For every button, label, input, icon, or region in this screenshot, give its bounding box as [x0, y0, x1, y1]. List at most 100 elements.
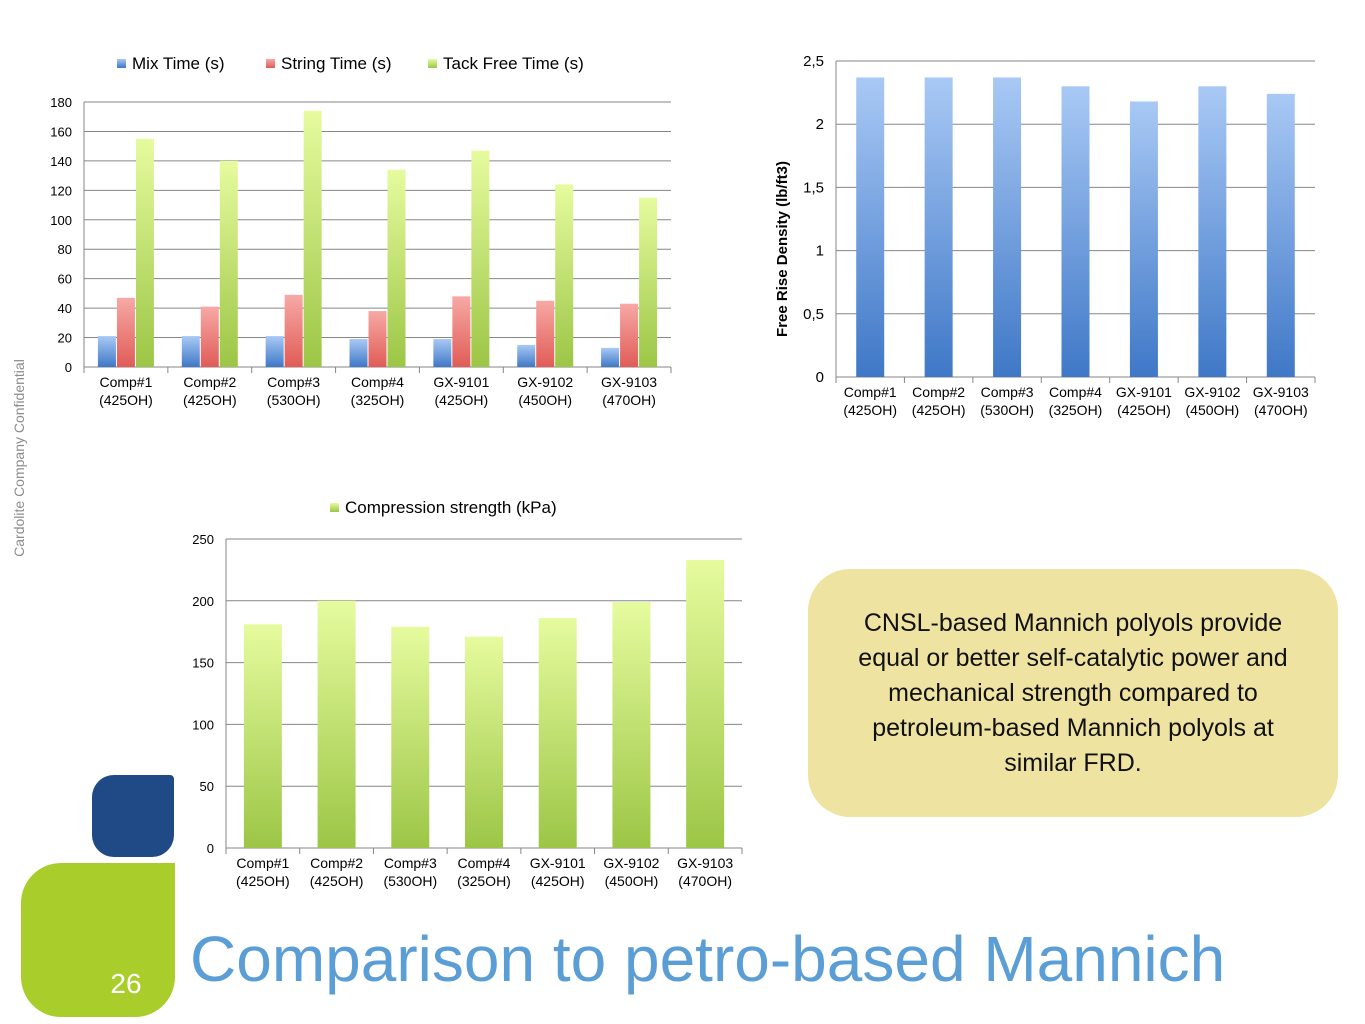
- bar-string-time-s: [116, 297, 135, 367]
- bar-mix-time-s: [265, 336, 284, 367]
- bar-compression-strength-kpa: [465, 636, 503, 848]
- category-label: (425OH): [912, 402, 966, 418]
- legend-swatch: [330, 503, 339, 512]
- category-label: (325OH): [351, 392, 405, 408]
- legend-label: Tack Free Time (s): [443, 54, 584, 73]
- y-tick-label: 0: [207, 841, 214, 856]
- category-label: (425OH): [435, 392, 489, 408]
- category-label: (425OH): [310, 873, 364, 889]
- bar-free-rise-density: [856, 77, 885, 377]
- bar-free-rise-density: [1198, 86, 1227, 377]
- timing-chart: 0 20 40 60 80 100 120 140 160 180 Comp#1 (425OH) Com…: [50, 54, 672, 408]
- bar-free-rise-density: [924, 77, 953, 377]
- category-label: GX-9101: [1116, 384, 1172, 400]
- y-tick-label: 2: [816, 116, 824, 133]
- category-label: Comp#2: [310, 855, 363, 871]
- category-label: (470OH): [602, 392, 656, 408]
- category-label: (450OH): [518, 392, 572, 408]
- bar-tack-free-time-s: [135, 138, 154, 367]
- y-tick-label: 50: [200, 779, 214, 794]
- y-tick-label: 180: [50, 95, 72, 110]
- category-label: Comp#1: [99, 374, 152, 390]
- bar-mix-time-s: [433, 339, 452, 367]
- compression-chart: 0 50 100 150 200 250 Comp#1 (425OH) Comp#2 (425OH…: [192, 498, 743, 889]
- y-tick-label: 120: [50, 183, 72, 198]
- bar-compression-strength-kpa: [612, 602, 651, 848]
- y-tick-label: 2,5: [803, 53, 824, 70]
- category-label: Comp#3: [267, 374, 320, 390]
- legend-swatch: [117, 59, 126, 68]
- bar-tack-free-time-s: [387, 169, 406, 367]
- bar-string-time-s: [620, 303, 639, 367]
- y-tick-label: 60: [58, 272, 72, 287]
- conclusion-callout: CNSL-based Mannich polyols provide equal…: [808, 569, 1338, 817]
- y-axis-title: Free Rise Density (lb/ft3): [774, 161, 791, 337]
- category-label: GX-9102: [603, 855, 659, 871]
- category-label: (425OH): [843, 402, 897, 418]
- category-label: Comp#4: [351, 374, 404, 390]
- category-label: GX-9101: [433, 374, 489, 390]
- bar-compression-strength-kpa: [317, 600, 356, 848]
- slide-title: Comparison to petro-based Mannich: [190, 923, 1226, 995]
- category-label: GX-9102: [517, 374, 573, 390]
- category-label: (530OH): [980, 402, 1034, 418]
- legend-label: String Time (s): [281, 54, 392, 73]
- category-label: Comp#3: [981, 384, 1034, 400]
- y-tick-label: 20: [58, 331, 72, 346]
- bar-string-time-s: [536, 300, 555, 367]
- category-label: (425OH): [1117, 402, 1171, 418]
- y-tick-label: 140: [50, 154, 72, 169]
- bar-compression-strength-kpa: [391, 626, 430, 848]
- bar-free-rise-density: [993, 77, 1022, 377]
- bar-tack-free-time-s: [303, 110, 322, 367]
- category-label: GX-9101: [530, 855, 586, 871]
- decorative-green-square: [21, 863, 175, 1017]
- category-label: Comp#1: [844, 384, 897, 400]
- y-tick-label: 80: [58, 242, 72, 257]
- category-label: (530OH): [383, 873, 437, 889]
- bar-tack-free-time-s: [471, 150, 490, 367]
- category-label: Comp#1: [236, 855, 289, 871]
- confidential-label: Cardolite Company Confidential: [11, 359, 27, 557]
- legend-label: Compression strength (kPa): [345, 498, 557, 517]
- category-label: (325OH): [1049, 402, 1103, 418]
- y-tick-label: 0: [65, 360, 72, 375]
- y-tick-label: 40: [58, 301, 72, 316]
- y-tick-label: 1,5: [803, 179, 824, 196]
- y-tick-label: 200: [192, 594, 214, 609]
- bar-compression-strength-kpa: [243, 624, 282, 848]
- bar-mix-time-s: [97, 336, 116, 367]
- category-label: Comp#4: [1049, 384, 1102, 400]
- bar-free-rise-density: [1266, 93, 1295, 377]
- decorative-blue-square: [92, 775, 174, 857]
- category-label: Comp#3: [384, 855, 437, 871]
- bar-compression-strength-kpa: [538, 618, 577, 848]
- category-label: Comp#4: [458, 855, 511, 871]
- category-label: Comp#2: [912, 384, 965, 400]
- category-label: (425OH): [531, 873, 585, 889]
- y-tick-label: 100: [192, 717, 214, 732]
- bar-mix-time-s: [181, 336, 200, 367]
- y-tick-label: 1: [816, 243, 824, 260]
- y-tick-label: 150: [192, 656, 214, 671]
- bar-mix-time-s: [601, 347, 620, 367]
- legend-swatch: [428, 59, 437, 68]
- bar-free-rise-density: [1061, 86, 1090, 377]
- legend-label: Mix Time (s): [132, 54, 225, 73]
- bar-tack-free-time-s: [555, 184, 574, 367]
- category-label: (425OH): [236, 873, 290, 889]
- bar-tack-free-time-s: [219, 160, 238, 367]
- bar-string-time-s: [200, 306, 219, 367]
- legend-swatch: [266, 59, 275, 68]
- bar-mix-time-s: [517, 344, 536, 367]
- category-label: (425OH): [99, 392, 153, 408]
- y-tick-label: 0: [816, 369, 824, 386]
- y-tick-label: 250: [192, 532, 214, 547]
- category-label: (450OH): [1186, 402, 1240, 418]
- density-chart: 0 0,5 1 1,5 2 2,5 Comp#1 (425OH) Comp#2 (425OH) Co…: [774, 53, 1316, 418]
- category-label: (425OH): [183, 392, 237, 408]
- bar-string-time-s: [284, 294, 303, 367]
- y-tick-label: 160: [50, 124, 72, 139]
- page-number: 26: [110, 968, 142, 999]
